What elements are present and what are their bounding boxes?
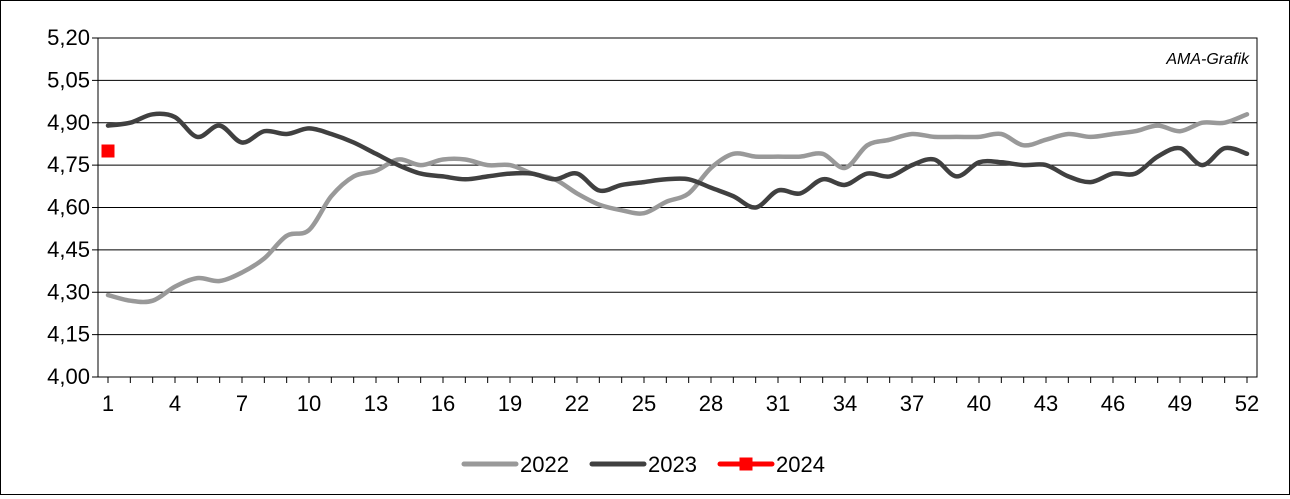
legend-marker-2024 xyxy=(739,457,753,471)
x-tick-label: 13 xyxy=(364,391,388,416)
data-point-2024 xyxy=(101,144,115,158)
y-tick-label: 5,20 xyxy=(47,25,90,50)
x-tick-label: 34 xyxy=(833,391,857,416)
axes: 4,00 4,15 4,30 4,45 4,60 4,75 4,90 5,05 5,20 1 4 7 1… xyxy=(47,25,1259,416)
x-tick-label: 28 xyxy=(699,391,723,416)
series-line-2022 xyxy=(105,112,1250,305)
legend-label-2023: 2023 xyxy=(648,452,697,477)
x-tick-label: 22 xyxy=(565,391,589,416)
legend-label-2022: 2022 xyxy=(520,452,569,477)
legend-label-2024: 2024 xyxy=(776,452,825,477)
y-tick-label: 4,30 xyxy=(47,279,90,304)
x-tick-label: 1 xyxy=(102,391,114,416)
x-tick-label: 10 xyxy=(297,391,321,416)
x-tick-label: 37 xyxy=(900,391,924,416)
series-line-2023 xyxy=(105,111,1250,210)
y-tick-label: 4,75 xyxy=(47,152,90,177)
x-tick-label: 43 xyxy=(1034,391,1058,416)
x-tick-label: 19 xyxy=(498,391,522,416)
x-tick-label: 16 xyxy=(431,391,455,416)
y-tick-label: 4,90 xyxy=(47,110,90,135)
x-tick-label: 25 xyxy=(632,391,656,416)
y-tick-label: 4,45 xyxy=(47,237,90,262)
legend: 2022 2023 2024 xyxy=(461,452,825,477)
x-tick-label: 49 xyxy=(1168,391,1192,416)
x-tick-label: 46 xyxy=(1101,391,1125,416)
y-tick-label: 4,00 xyxy=(47,364,90,389)
x-tick-label: 4 xyxy=(169,391,181,416)
chart-annotation: AMA-Grafik xyxy=(1165,51,1250,68)
x-tick-label: 52 xyxy=(1235,391,1259,416)
y-tick-label: 4,15 xyxy=(47,322,90,347)
y-tick-label: 5,05 xyxy=(47,67,90,92)
series-layer xyxy=(101,111,1250,305)
x-tick-label: 40 xyxy=(967,391,991,416)
grid-lines xyxy=(98,37,1257,378)
x-tick-label: 31 xyxy=(766,391,790,416)
x-tick-label: 7 xyxy=(236,391,248,416)
y-tick-label: 4,60 xyxy=(47,195,90,220)
